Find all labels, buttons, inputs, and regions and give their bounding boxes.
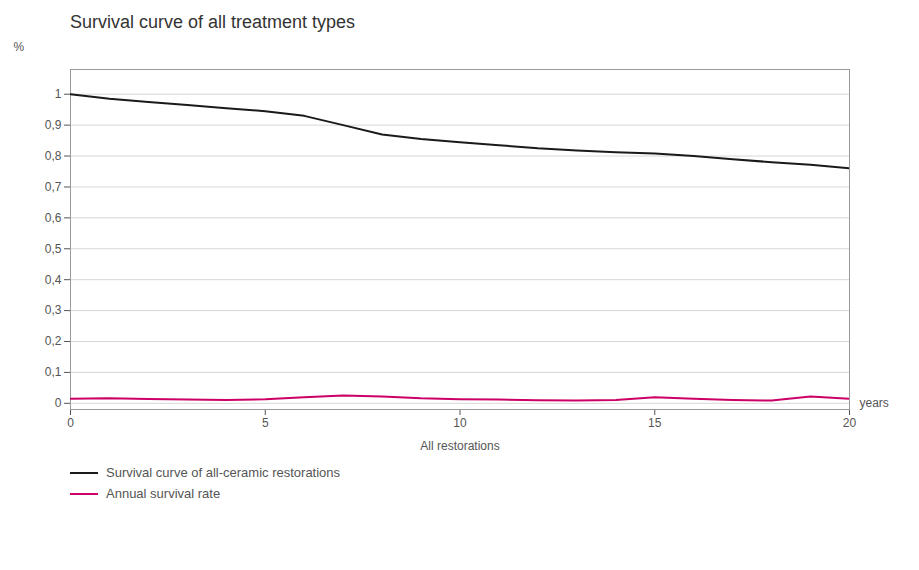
- svg-text:0,3: 0,3: [45, 303, 62, 317]
- html-text:Annual survival rate: Annual survival rate: [106, 486, 221, 501]
- svg-text:years: years: [860, 396, 889, 410]
- svg-text:0,9: 0,9: [45, 118, 62, 132]
- svg-text:0,6: 0,6: [45, 211, 62, 225]
- svg-text:0: 0: [67, 416, 74, 430]
- svg-text:15: 15: [648, 416, 662, 430]
- svg-text:0,2: 0,2: [45, 334, 62, 348]
- html-text:Survival curve of all treatmen: Survival curve of all treatment types: [70, 12, 356, 32]
- svg-text:%: %: [14, 40, 25, 54]
- svg-text:0,5: 0,5: [45, 242, 62, 256]
- svg-text:All restorations: All restorations: [420, 439, 499, 453]
- svg-text:0,1: 0,1: [45, 365, 62, 379]
- html-text:Survival curve of all-ceramic: Survival curve of all-ceramic restoratio…: [106, 465, 341, 480]
- svg-text:0: 0: [55, 396, 62, 410]
- svg-text:20: 20: [843, 416, 857, 430]
- svg-text:10: 10: [453, 416, 467, 430]
- svg-text:1: 1: [55, 87, 62, 101]
- svg-text:0,4: 0,4: [45, 273, 62, 287]
- svg-text:5: 5: [262, 416, 269, 430]
- svg-text:0,7: 0,7: [45, 180, 62, 194]
- svg-text:0,8: 0,8: [45, 149, 62, 163]
